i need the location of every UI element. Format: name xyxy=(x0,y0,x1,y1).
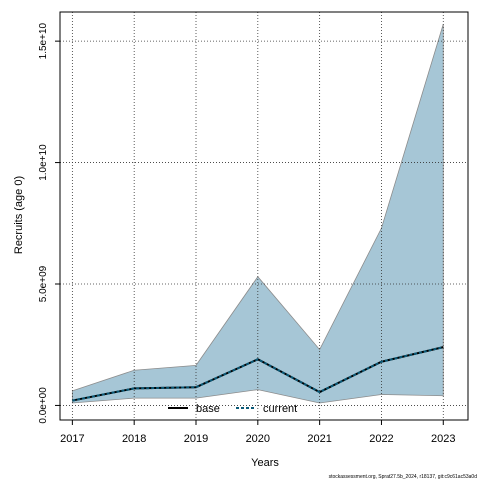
confidence-band xyxy=(71,24,444,404)
x-tick-label: 2018 xyxy=(122,433,146,445)
series-line-layer xyxy=(72,346,444,402)
x-tick-label: 2020 xyxy=(246,433,270,445)
footnote: stockassessment.org, Sprat27.5b_2024, r1… xyxy=(329,474,478,480)
legend-label-current: current xyxy=(263,403,297,415)
x-tick-label: 2022 xyxy=(369,433,393,445)
x-tick-label: 2021 xyxy=(307,433,331,445)
x-tick-label: 2023 xyxy=(431,433,455,445)
x-tick-label: 2017 xyxy=(60,433,84,445)
y-tick-label: 5.0e+09 xyxy=(38,265,49,302)
y-tick-label: 1.0e+10 xyxy=(38,144,49,181)
axis-layer: 2017 2018 2019 2020 2021 2022 2023 0.0e+00 5.0e+… xyxy=(38,22,456,445)
plot-frame xyxy=(59,11,469,421)
x-tick-label: 2019 xyxy=(184,433,208,445)
x-axis-label: Years xyxy=(251,457,279,469)
y-tick-label: 0.0e+00 xyxy=(38,387,49,424)
y-axis-label: Recruits (age 0) xyxy=(13,176,25,254)
legend-label-base: base xyxy=(196,403,220,415)
legend: base current xyxy=(168,403,297,415)
grid-layer xyxy=(60,12,468,420)
y-tick-label: 1.5e+10 xyxy=(38,22,49,59)
series-line-current xyxy=(72,346,444,402)
confidence-band-layer xyxy=(71,24,444,404)
